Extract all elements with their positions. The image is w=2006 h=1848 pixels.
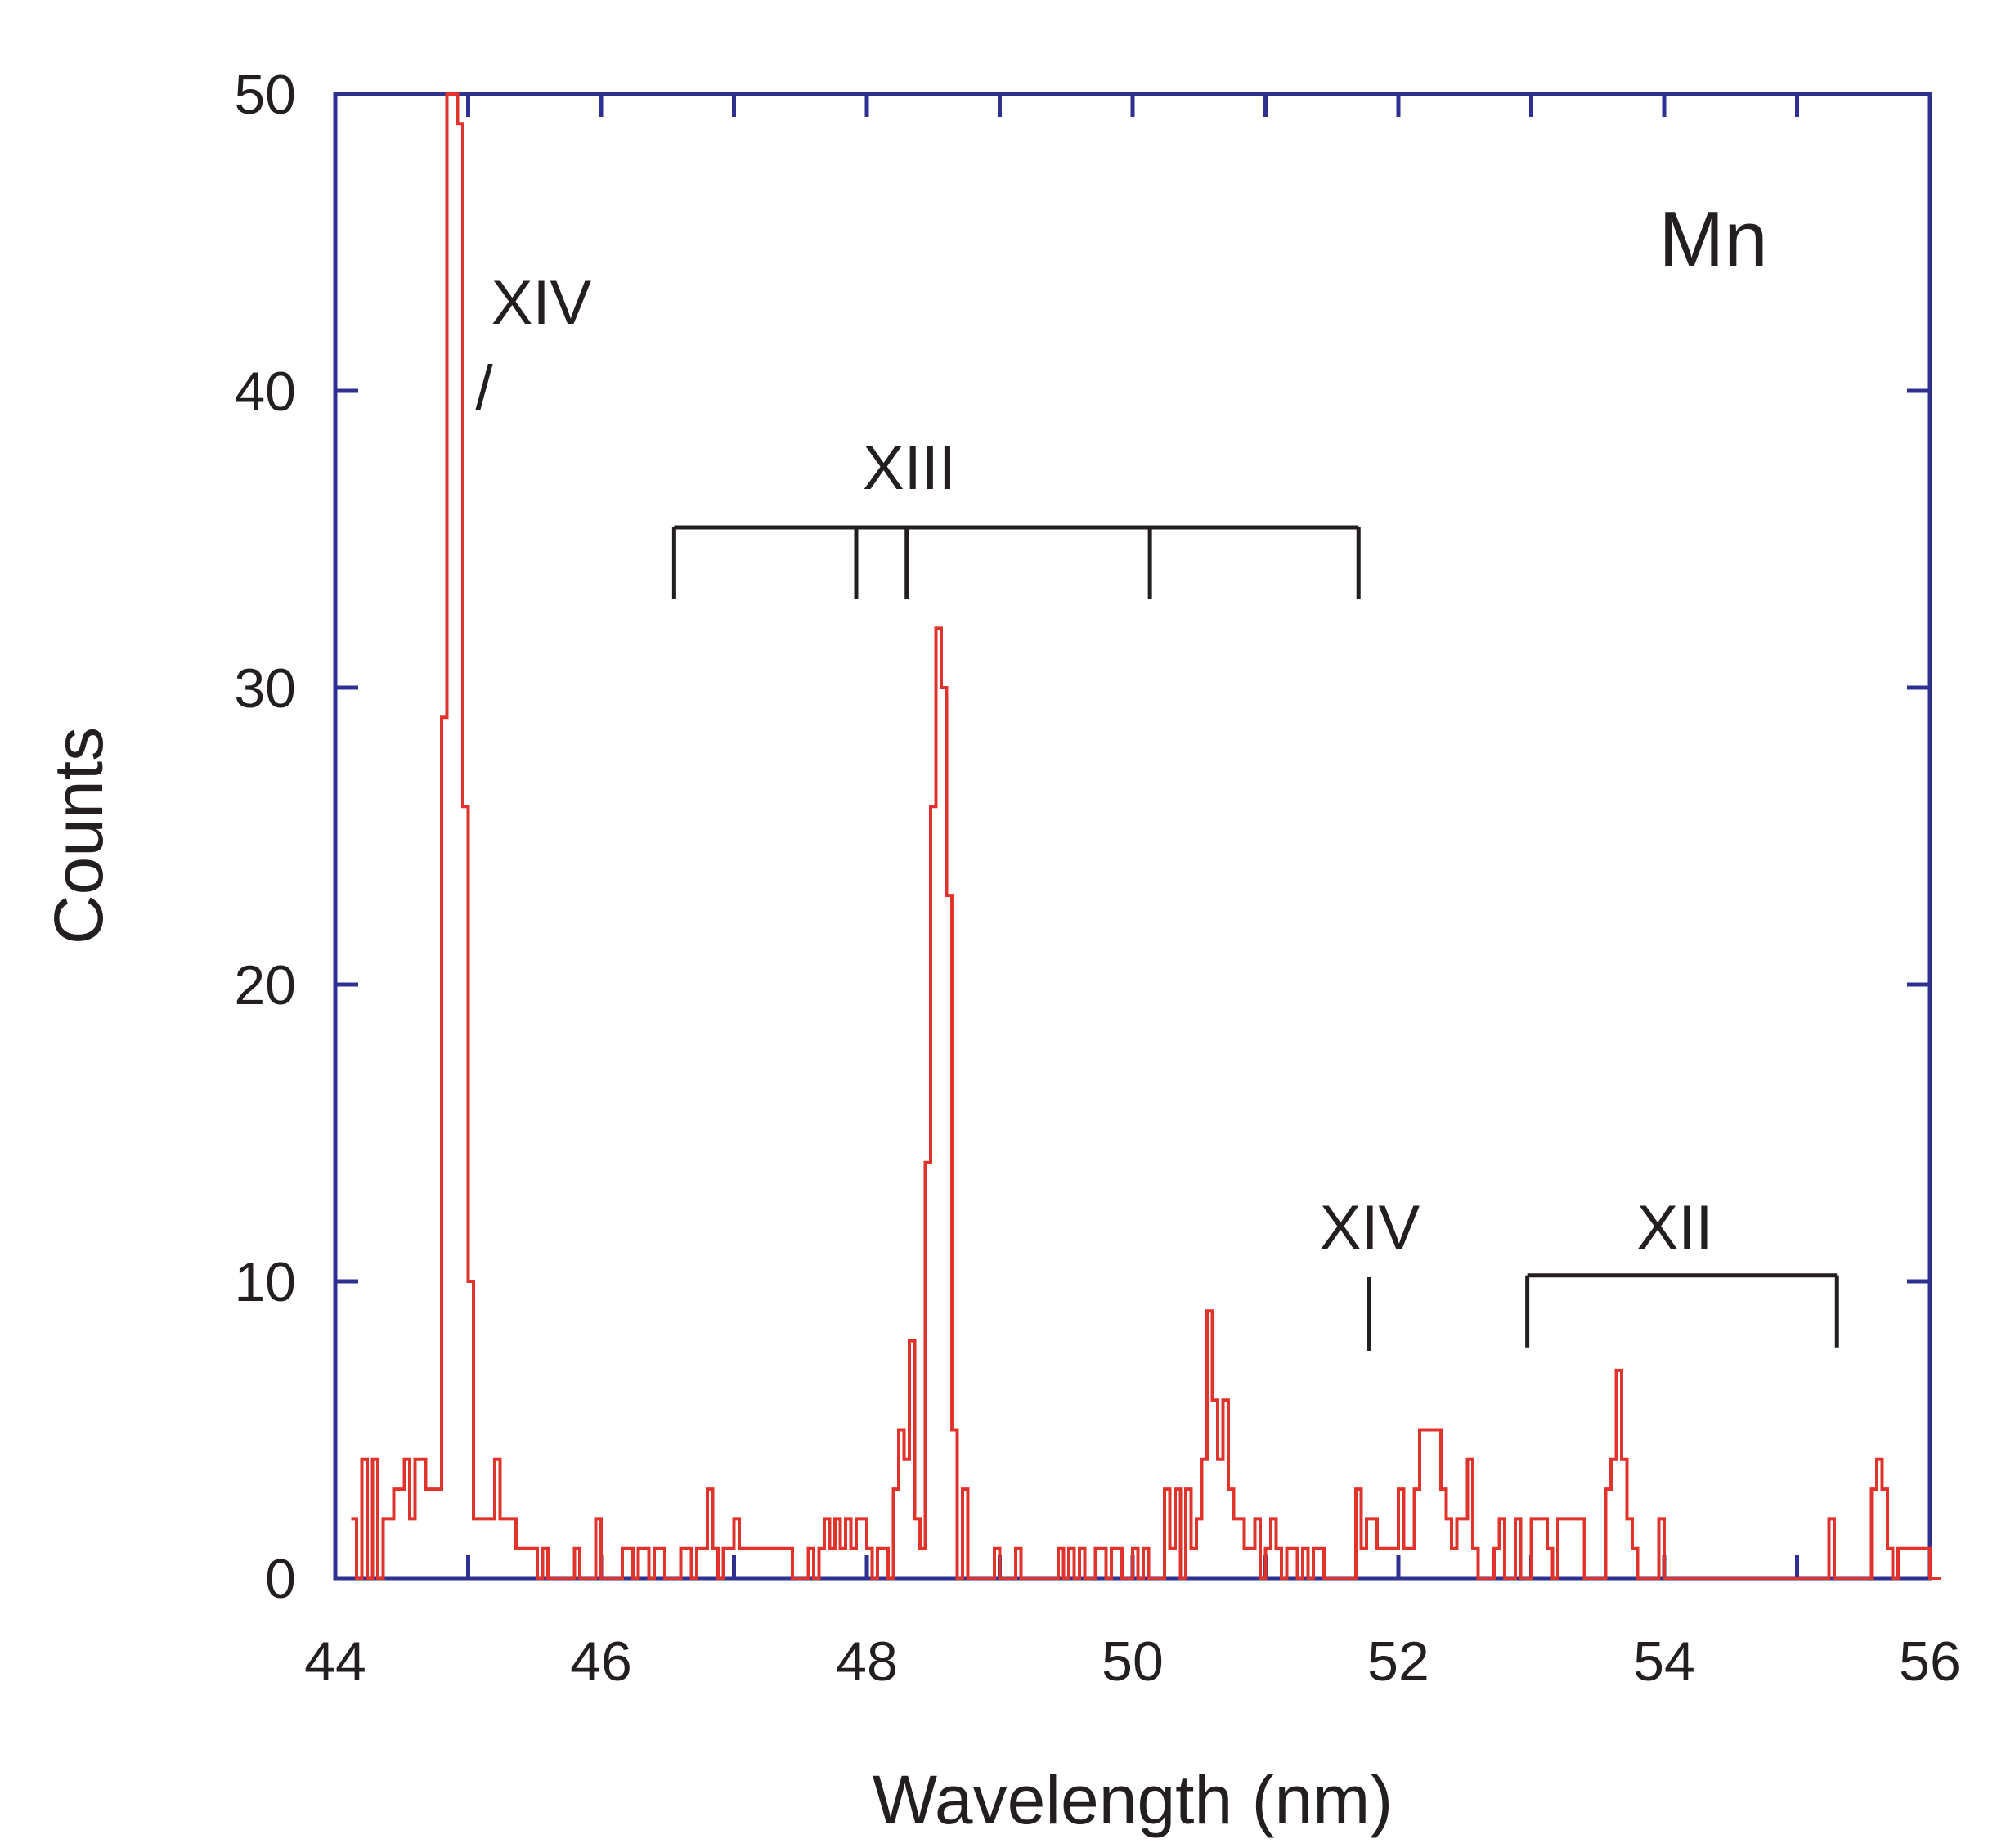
y-tick-label: 10 bbox=[234, 1251, 296, 1313]
y-tick-label: 50 bbox=[234, 64, 296, 126]
x-tick-label: 56 bbox=[1899, 1630, 1961, 1693]
annotation-xiv-left-label: XIV bbox=[491, 268, 592, 338]
y-tick-label: 0 bbox=[265, 1548, 296, 1610]
y-axis-title: Counts bbox=[40, 727, 117, 944]
annotation-layer bbox=[671, 525, 1839, 1351]
y-tick-label: 30 bbox=[234, 657, 296, 720]
y-tick-label: 20 bbox=[234, 954, 296, 1016]
annotation-xiv-right-label: XIV bbox=[1320, 1193, 1420, 1263]
annotation-xiv-left-marker: / bbox=[475, 353, 493, 423]
x-tick-label: 52 bbox=[1367, 1630, 1429, 1693]
x-tick-label: 46 bbox=[570, 1630, 632, 1693]
annotation-xii-label: XII bbox=[1637, 1193, 1713, 1263]
x-axis-title: Wavelength (nm) bbox=[873, 1761, 1393, 1838]
x-tick-label: 50 bbox=[1102, 1630, 1164, 1693]
element-label: Mn bbox=[1658, 195, 1767, 283]
spectrum-series-line bbox=[351, 92, 1941, 1580]
x-tick-label: 54 bbox=[1633, 1630, 1695, 1693]
annotation-xiii-label: XIII bbox=[863, 433, 956, 503]
y-tick-label: 40 bbox=[234, 361, 296, 423]
x-tick-label: 44 bbox=[304, 1630, 366, 1693]
series-layer bbox=[351, 92, 1941, 1580]
x-tick-label: 48 bbox=[836, 1630, 898, 1693]
y-axis-ticks: 0 10 20 30 40 50 bbox=[234, 64, 1930, 1610]
